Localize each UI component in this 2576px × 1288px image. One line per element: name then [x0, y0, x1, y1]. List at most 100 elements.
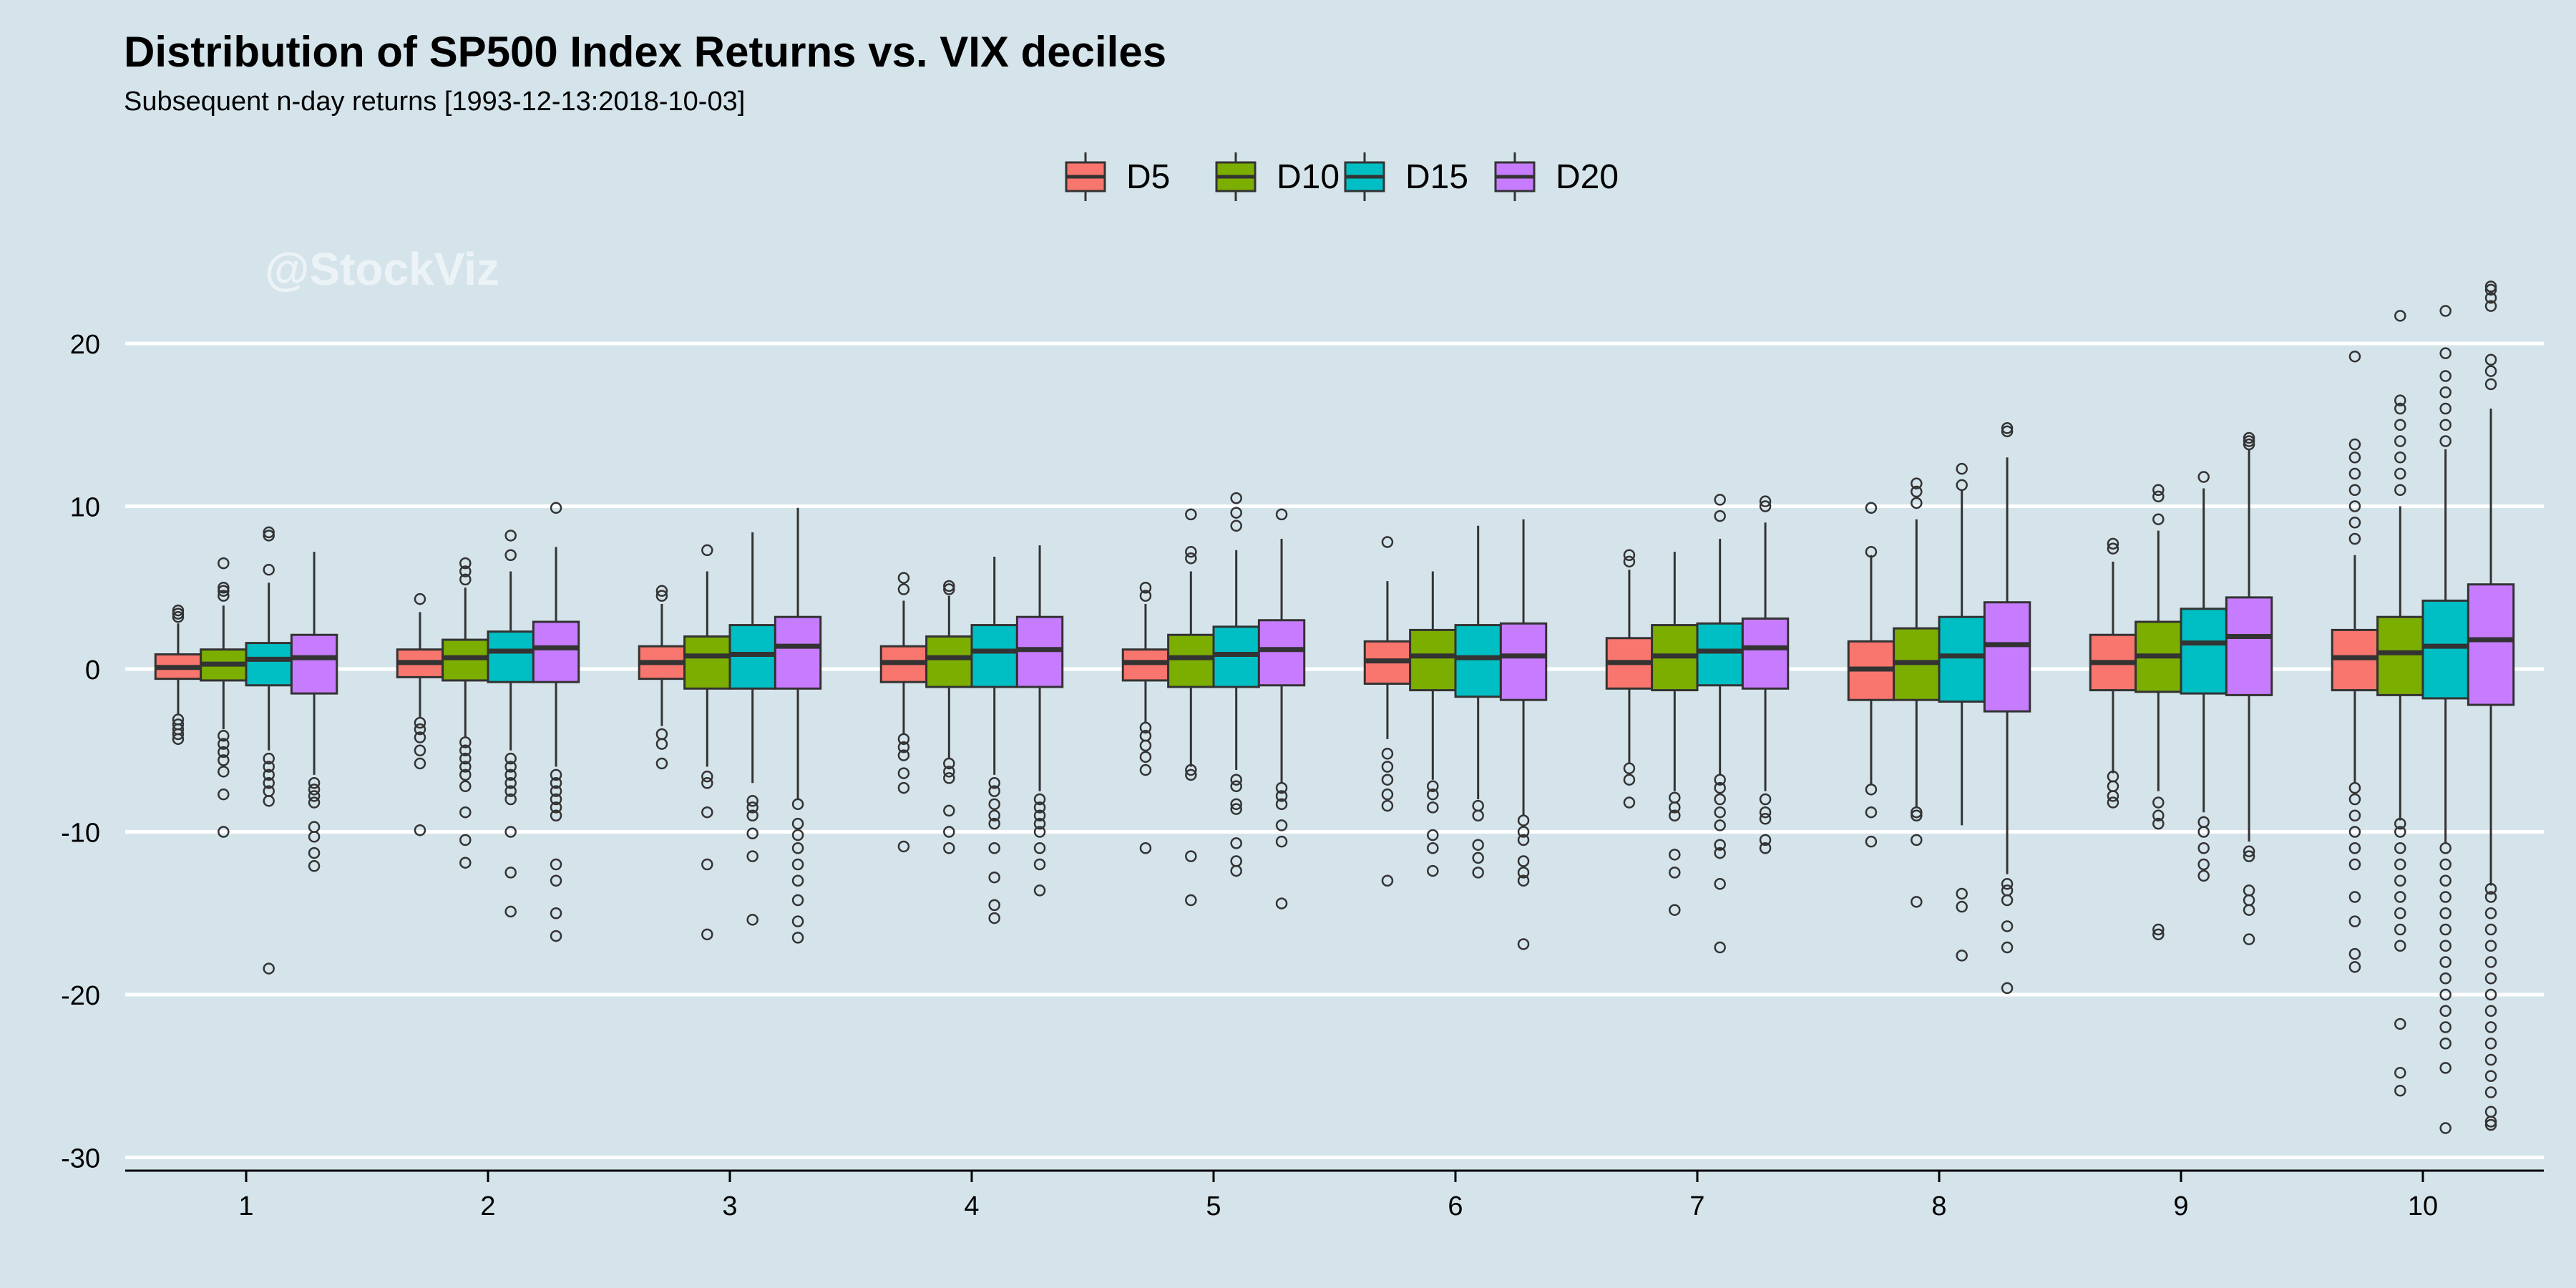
outlier-point — [459, 769, 472, 781]
box-D10-10 — [2376, 310, 2424, 1097]
outlier-point — [550, 858, 562, 871]
outlier-point — [1911, 809, 1923, 821]
box-D10-1 — [200, 557, 248, 838]
outlier-point — [2348, 915, 2361, 927]
outlier-point — [1623, 762, 1636, 775]
chart-title: Distribution of SP500 Index Returns vs. … — [124, 28, 1166, 76]
outlier-point — [1230, 507, 1242, 519]
outlier-point — [1911, 477, 1923, 489]
outlier-point — [1139, 721, 1152, 734]
outlier-point — [988, 809, 1000, 821]
outlier-point — [2439, 891, 2451, 903]
outlier-point — [1714, 847, 1726, 859]
box-iqr — [245, 642, 293, 687]
box-iqr — [1696, 622, 1744, 687]
outlier-point — [655, 757, 668, 770]
outlier-point — [2001, 920, 2014, 932]
outlier-point — [1275, 781, 1288, 794]
outlier-point — [263, 769, 275, 781]
outlier-point — [218, 582, 230, 594]
outlier-point — [1185, 763, 1197, 776]
outlier-point — [2348, 842, 2361, 854]
outlier-point — [2484, 1070, 2497, 1082]
outlier-point — [943, 580, 955, 592]
outlier-point — [1230, 774, 1242, 786]
outlier-point — [655, 590, 668, 602]
box-iqr — [1499, 622, 1548, 701]
outlier-point — [1911, 806, 1923, 819]
outlier-point — [1381, 799, 1394, 812]
y-tick-label: -20 — [61, 981, 100, 1011]
outlier-point — [2348, 793, 2361, 806]
outlier-point — [2394, 1018, 2406, 1030]
outlier-point — [2348, 438, 2361, 451]
outlier-point — [1139, 590, 1152, 602]
outlier-point — [988, 842, 1000, 854]
outlier-point — [1139, 739, 1152, 752]
outlier-point — [897, 583, 910, 595]
box-iqr — [2376, 615, 2424, 696]
outlier-point — [2348, 484, 2361, 496]
box-D20-3 — [774, 507, 822, 944]
outlier-point — [2439, 842, 2451, 854]
box-D15-1 — [245, 526, 293, 975]
box-D20-4 — [1015, 545, 1064, 897]
outlier-point — [1759, 495, 1772, 507]
box-iqr — [774, 615, 822, 690]
outlier-point — [218, 788, 230, 801]
outlier-point — [2152, 484, 2165, 496]
outlier-point — [2348, 826, 2361, 838]
outlier-point — [263, 563, 275, 576]
outlier-point — [308, 847, 321, 859]
outlier-point — [943, 583, 955, 595]
box-iqr — [2421, 599, 2469, 700]
outlier-point — [2243, 904, 2255, 916]
box-D5-9 — [2089, 537, 2137, 809]
box-iqr — [2467, 583, 2515, 706]
outlier-point — [1517, 874, 1530, 887]
outlier-point — [1033, 817, 1046, 830]
outlier-point — [791, 915, 804, 927]
outlier-point — [504, 769, 517, 781]
box-D20-6 — [1499, 519, 1548, 950]
outlier-point — [897, 840, 910, 853]
outlier-point — [2197, 858, 2210, 871]
outlier-point — [550, 769, 562, 781]
outlier-point — [2439, 435, 2451, 447]
outlier-point — [2001, 982, 2014, 995]
outlier-point — [1427, 780, 1439, 793]
outlier-point — [1275, 897, 1288, 909]
outlier-point — [1714, 878, 1726, 890]
outlier-point — [2439, 386, 2451, 399]
outlier-point — [1381, 774, 1394, 786]
outlier-point — [1275, 790, 1288, 802]
outlier-point — [172, 733, 185, 746]
outlier-point — [2197, 842, 2210, 854]
outlier-point — [1911, 485, 1923, 498]
outlier-point — [218, 590, 230, 602]
outlier-point — [2484, 1038, 2497, 1050]
outlier-point — [2394, 402, 2406, 415]
outlier-point — [2001, 425, 2014, 438]
outlier-point — [988, 871, 1000, 884]
outlier-point — [791, 798, 804, 811]
outlier-point — [459, 780, 472, 793]
outlier-point — [263, 761, 275, 773]
outlier-point — [791, 817, 804, 830]
outlier-point — [2107, 542, 2119, 555]
outlier-point — [1230, 837, 1242, 849]
outlier-point — [218, 585, 230, 597]
outlier-point — [2439, 874, 2451, 887]
outlier-point — [1714, 774, 1726, 786]
x-tick-label: 9 — [2173, 1191, 2188, 1221]
outlier-point — [1230, 780, 1242, 793]
outlier-point — [897, 749, 910, 761]
outlier-point — [218, 738, 230, 750]
outlier-point — [414, 592, 426, 605]
x-tick-label: 1 — [238, 1191, 253, 1221]
outlier-point — [1472, 852, 1484, 864]
outlier-point — [2107, 790, 2119, 802]
box-D5-5 — [1121, 582, 1170, 854]
outlier-point — [1275, 835, 1288, 848]
outlier-point — [2484, 907, 2497, 919]
